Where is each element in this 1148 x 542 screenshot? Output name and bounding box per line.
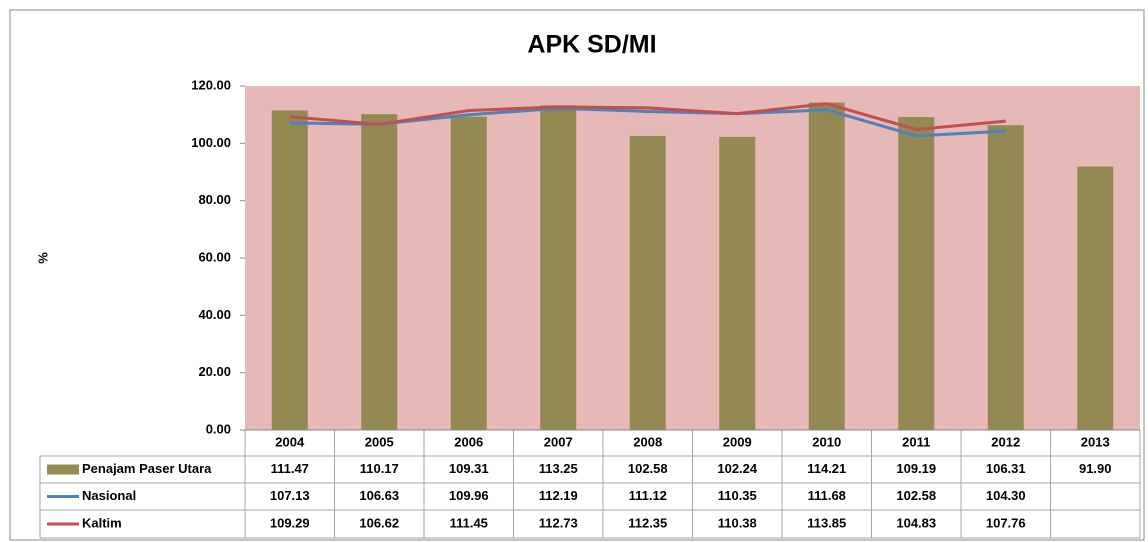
table-value: 91.90 [1079, 461, 1112, 476]
table-value: 114.21 [807, 461, 846, 476]
table-value: 102.58 [628, 461, 668, 476]
table-value: 112.19 [539, 488, 578, 503]
x-tick-label: 2013 [1081, 434, 1110, 449]
bar [361, 114, 398, 431]
line [289, 102, 1006, 132]
y-tick-label: 60.00 [198, 249, 231, 264]
table-value: 111.47 [271, 461, 309, 476]
table-value: 113.85 [807, 515, 846, 530]
bar [540, 105, 577, 430]
bar [987, 125, 1024, 431]
table-value: 112.35 [628, 515, 667, 530]
table-value: 102.58 [896, 488, 936, 503]
legend-label: Kaltim [82, 515, 122, 530]
bar [719, 136, 756, 431]
table-value: 110.17 [360, 461, 399, 476]
bar [450, 116, 487, 431]
y-tick-label: 20.00 [198, 364, 231, 379]
y-tick-label: 80.00 [198, 192, 231, 207]
bar [271, 110, 308, 430]
table-value: 109.96 [449, 488, 489, 503]
bar [629, 135, 666, 431]
bar [808, 102, 845, 431]
table-value: 104.30 [986, 488, 1026, 503]
chart-title: APK SD/MI [527, 31, 656, 59]
table-value: 107.76 [986, 515, 1026, 530]
table-value: 110.38 [718, 515, 757, 530]
y-tick-label: 120.00 [191, 77, 231, 92]
x-tick-label: 2010 [812, 434, 841, 449]
x-tick-label: 2008 [633, 434, 662, 449]
legend-label: Penajam Paser Utara [82, 461, 212, 476]
x-tick-label: 2011 [902, 434, 930, 449]
x-tick-label: 2012 [991, 434, 1020, 449]
y-axis-label: % [35, 252, 50, 264]
table-value: 109.29 [270, 515, 310, 530]
y-tick-label: 40.00 [198, 307, 231, 322]
x-tick-label: 2006 [454, 434, 483, 449]
legend-key [47, 464, 79, 475]
table-value: 109.19 [896, 461, 936, 476]
x-tick-label: 2005 [365, 434, 394, 449]
table-value: 110.35 [718, 488, 757, 503]
legend-label: Nasional [82, 488, 136, 503]
table-value: 106.31 [986, 461, 1026, 476]
bar [1077, 166, 1114, 430]
bar [898, 116, 935, 430]
table-value: 113.25 [539, 461, 578, 476]
table-value: 106.63 [359, 488, 399, 503]
y-tick-label: 100.00 [191, 135, 231, 150]
table-value: 104.83 [896, 515, 936, 530]
table-value: 102.24 [717, 461, 758, 476]
table-value: 107.13 [270, 488, 310, 503]
x-tick-label: 2007 [544, 434, 573, 449]
y-tick-label: 0.00 [206, 421, 231, 436]
table-value: 106.62 [359, 515, 399, 530]
x-tick-label: 2009 [723, 434, 752, 449]
table-value: 111.45 [450, 515, 488, 530]
x-tick-label: 2004 [275, 434, 305, 449]
table-value: 111.68 [808, 488, 846, 503]
table-value: 112.73 [539, 515, 578, 530]
table-value: 109.31 [449, 461, 489, 476]
table-value: 111.12 [629, 488, 667, 503]
